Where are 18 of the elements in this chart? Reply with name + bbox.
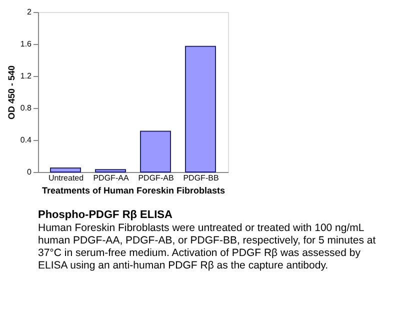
x-tick-label: PDGF-AB: [138, 174, 174, 182]
y-tick-label: 0.8: [20, 104, 32, 112]
y-tick-label: 1.2: [20, 72, 32, 80]
y-axis-title: OD 450 - 540: [6, 65, 16, 120]
y-tick-label: 1.6: [20, 40, 32, 48]
bar: [185, 46, 216, 172]
text: Phospho-PDGF Rβ ELISA: [38, 209, 172, 221]
bar: [140, 130, 171, 172]
bar: [50, 168, 81, 172]
x-axis-title: Treatments of Human Foreskin Fibroblasts: [42, 186, 226, 196]
y-tick-label: 0: [27, 168, 32, 176]
bar: [95, 169, 126, 172]
y-tick-label: 0.4: [20, 136, 32, 144]
text: Human Foreskin Fibroblasts were untreated or treated with 100 ng/mL human PDGF-AA, PDGF-AB, or PDGF-BB, respectively, for 5 minutes at 37°C in serum-free medium. Activation of PDGF Rβ was assessed by ELISA using an anti-human PDGF Rβ as the capture antibody.: [38, 222, 376, 272]
y-tick-label: 2: [27, 8, 32, 16]
x-tick-label: PDGF-BB: [183, 174, 219, 182]
x-tick-label: Untreated: [48, 174, 84, 182]
x-tick-label: PDGF-AA: [93, 174, 130, 182]
